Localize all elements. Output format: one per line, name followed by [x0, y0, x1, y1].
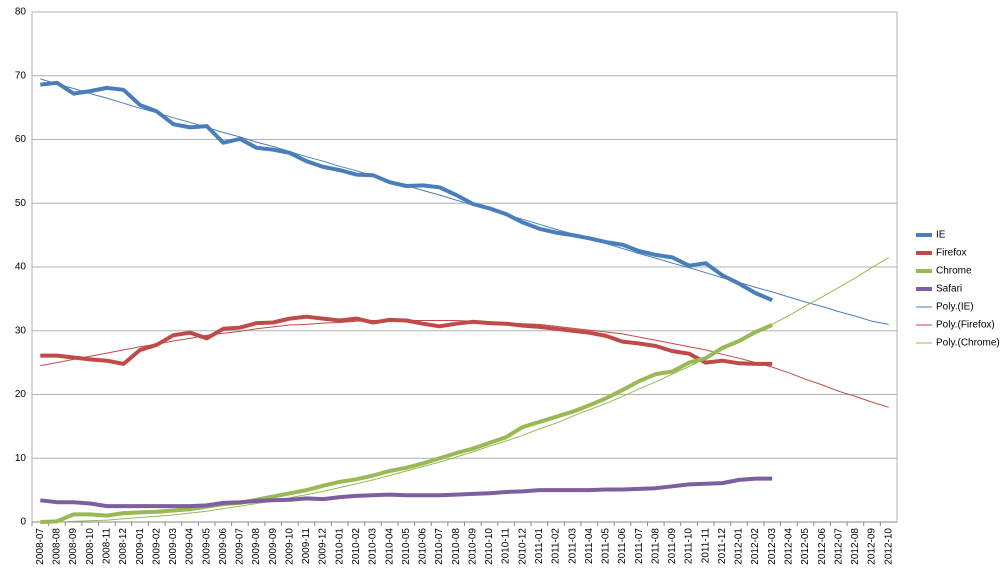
- series-line: [40, 314, 773, 366]
- x-tick-label: 2010-06: [418, 528, 429, 565]
- trend-line: [40, 78, 889, 325]
- x-tick-label: 2011-05: [601, 528, 612, 564]
- x-tick-label: 2012-09: [867, 528, 878, 565]
- legend-label: Poly.(Chrome): [936, 338, 1000, 349]
- y-tick-label: 20: [15, 389, 27, 400]
- legend-label: Poly.(IE): [936, 302, 974, 313]
- x-tick-label: 2011-10: [684, 528, 695, 564]
- x-tick-label: 2009-08: [251, 528, 262, 565]
- x-tick-label: 2010-03: [368, 528, 379, 565]
- x-tick-label: 2012-07: [833, 528, 844, 565]
- x-tick-label: 2012-05: [800, 528, 811, 565]
- x-tick-label: 2009-07: [235, 528, 246, 565]
- x-tick-label: 2010-08: [451, 528, 462, 565]
- x-tick-label: 2012-02: [750, 528, 761, 565]
- x-tick-label: 2012-06: [817, 528, 828, 565]
- x-tick-label: 2008-12: [118, 528, 129, 565]
- x-tick-label: 2012-04: [784, 528, 795, 565]
- x-tick-label: 2009-01: [135, 528, 146, 565]
- x-tick-label: 2010-11: [501, 528, 512, 564]
- x-tick-label: 2011-03: [567, 528, 578, 564]
- x-tick-label: 2008-10: [85, 528, 96, 565]
- x-tick-label: 2011-02: [551, 528, 562, 564]
- x-tick-label: 2011-04: [584, 528, 595, 564]
- x-tick-label: 2011-09: [667, 528, 678, 564]
- x-tick-label: 2011-01: [534, 528, 545, 564]
- y-tick-label: 80: [15, 7, 27, 18]
- legend-label: IE: [936, 230, 946, 241]
- x-tick-label: 2008-07: [35, 528, 46, 565]
- x-tick-label: 2008-11: [101, 528, 112, 564]
- series-line: [40, 80, 773, 303]
- series-line: [40, 323, 773, 524]
- x-tick-label: 2012-01: [734, 528, 745, 565]
- y-tick-label: 50: [15, 198, 27, 209]
- x-tick-label: 2009-04: [185, 528, 196, 565]
- x-tick-label: 2010-07: [434, 528, 445, 565]
- y-tick-label: 30: [15, 325, 27, 336]
- x-tick-label: 2010-09: [467, 528, 478, 565]
- x-tick-label: 2009-12: [318, 528, 329, 565]
- x-tick-label: 2011-11: [700, 528, 711, 564]
- y-tick-label: 70: [15, 70, 27, 81]
- x-tick-label: 2010-01: [334, 528, 345, 565]
- x-tick-label: 2009-09: [268, 528, 279, 565]
- y-tick-label: 0: [20, 517, 26, 528]
- legend-label: Chrome: [936, 266, 972, 277]
- x-tick-label: 2009-10: [284, 528, 295, 565]
- x-tick-label: 2008-09: [68, 528, 79, 565]
- y-tick-label: 40: [15, 262, 27, 273]
- x-tick-label: 2011-06: [617, 528, 628, 564]
- x-tick-label: 2011-08: [650, 528, 661, 564]
- x-tick-label: 2012-08: [850, 528, 861, 565]
- x-tick-label: 2010-10: [484, 528, 495, 565]
- x-tick-label: 2011-07: [634, 528, 645, 564]
- x-tick-label: 2009-05: [201, 528, 212, 565]
- legend-label: Safari: [936, 284, 962, 295]
- x-tick-label: 2011-12: [717, 528, 728, 564]
- x-tick-label: 2012-03: [767, 528, 778, 565]
- x-tick-label: 2009-06: [218, 528, 229, 565]
- series-line: [40, 476, 773, 509]
- x-tick-label: 2008-08: [52, 528, 63, 565]
- x-tick-label: 2010-05: [401, 528, 412, 565]
- legend-label: Poly.(Firefox): [936, 320, 995, 331]
- x-tick-label: 2009-11: [301, 528, 312, 564]
- x-tick-label: 2010-12: [517, 528, 528, 565]
- x-tick-label: 2009-03: [168, 528, 179, 565]
- y-tick-label: 60: [15, 134, 27, 145]
- y-tick-label: 10: [15, 453, 27, 464]
- x-tick-label: 2010-04: [384, 528, 395, 565]
- x-tick-label: 2012-10: [883, 528, 894, 565]
- x-tick-label: 2010-02: [351, 528, 362, 565]
- legend-label: Firefox: [936, 248, 967, 259]
- x-tick-label: 2009-02: [151, 528, 162, 565]
